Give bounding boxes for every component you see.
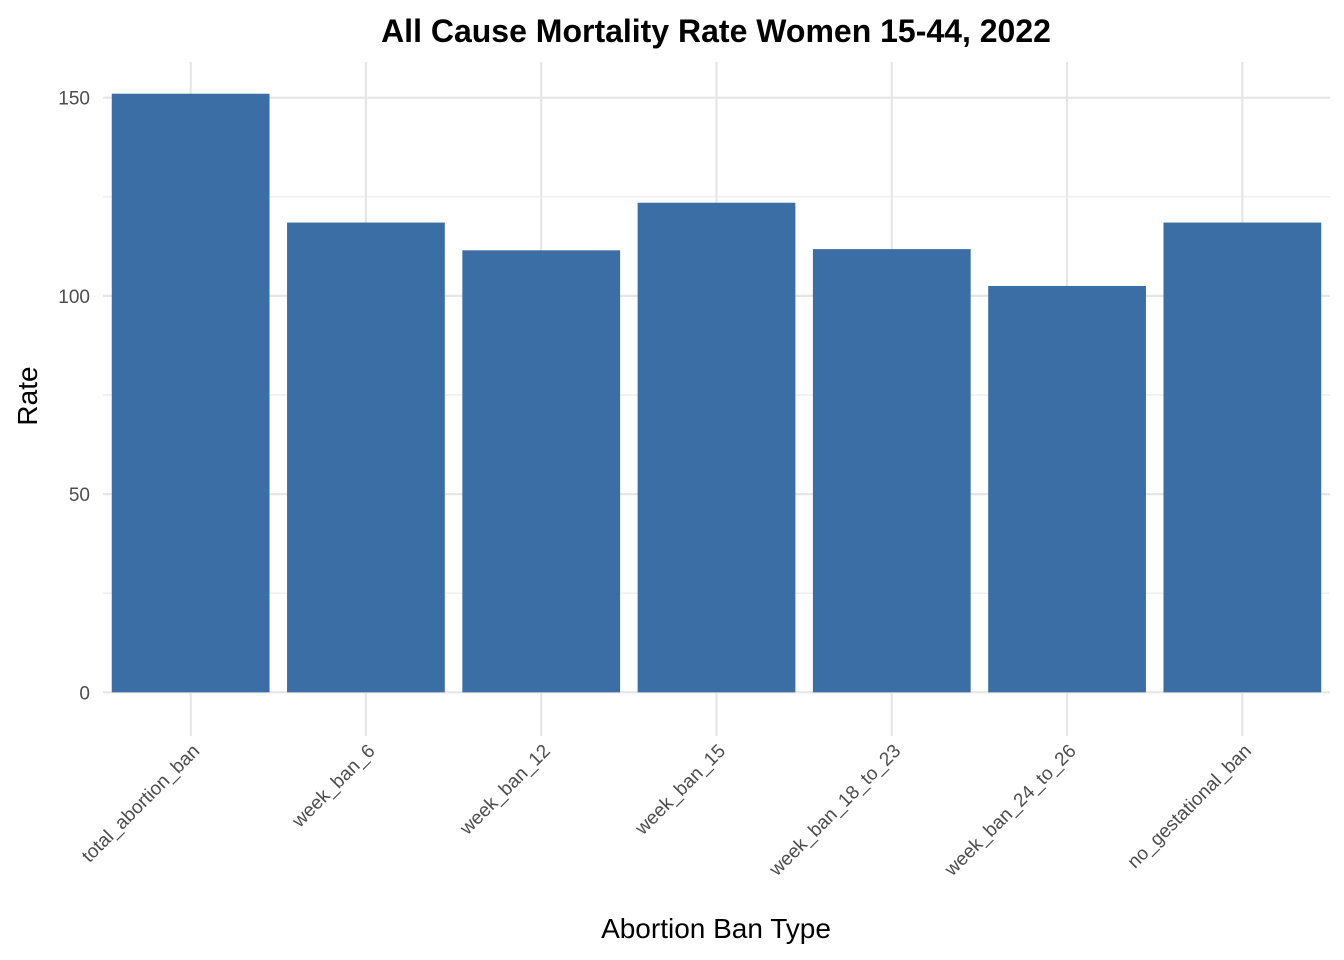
- x-tick-label: week_ban_12: [456, 741, 555, 840]
- x-tick-labels: total_abortion_ban week_ban_6 week_ban_12 w…: [78, 741, 1256, 881]
- bar-week_ban_12: [462, 250, 621, 693]
- bar-total_abortion_ban: [111, 93, 270, 693]
- y-axis-title: Rate: [12, 366, 43, 425]
- bar-no_gestational_ban: [1163, 222, 1322, 693]
- x-tick-label: week_ban_15: [631, 741, 730, 840]
- y-tick-label: 0: [79, 683, 90, 704]
- chart-title: All Cause Mortality Rate Women 15-44, 20…: [381, 13, 1051, 49]
- x-tick-label: week_ban_18_to_23: [765, 741, 905, 881]
- bar-week_ban_24_to_26: [988, 285, 1146, 693]
- bar-week_ban_18_to_23: [812, 249, 971, 693]
- x-tick-label: week_ban_24_to_26: [940, 741, 1080, 881]
- y-tick-label: 150: [58, 89, 90, 110]
- bars-group: [111, 93, 1322, 693]
- x-axis-title: Abortion Ban Type: [601, 913, 831, 944]
- y-tick-labels: 0 50 100 150: [58, 89, 90, 705]
- bar-week_ban_6: [287, 222, 445, 693]
- x-tick-label: week_ban_6: [288, 741, 380, 833]
- y-tick-label: 100: [58, 287, 90, 308]
- x-tick-label: total_abortion_ban: [78, 741, 204, 867]
- bar-week_ban_15: [637, 202, 796, 693]
- y-tick-label: 50: [69, 485, 90, 506]
- x-tick-label: no_gestational_ban: [1124, 741, 1256, 873]
